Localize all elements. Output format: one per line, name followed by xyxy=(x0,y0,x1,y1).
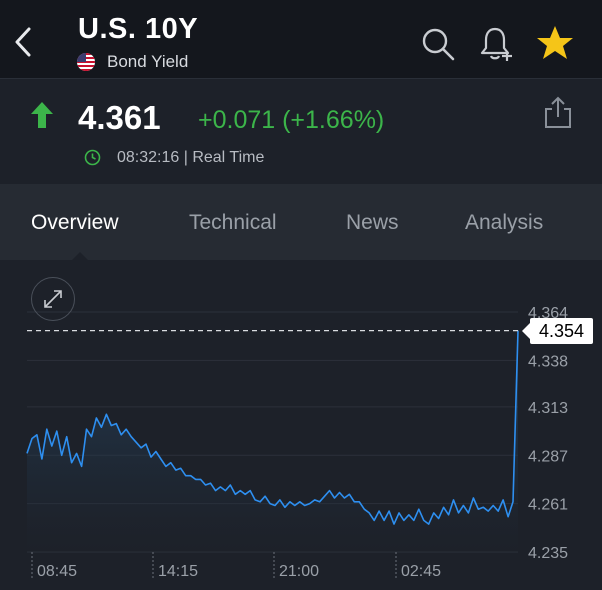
search-icon[interactable] xyxy=(420,26,456,62)
star-icon[interactable] xyxy=(535,24,575,62)
expand-chart-button[interactable] xyxy=(31,277,75,321)
last-value-label: 4.354 xyxy=(522,318,593,344)
clock-icon xyxy=(84,149,101,166)
series-line xyxy=(26,330,519,525)
y-tick-label: 4.364 xyxy=(528,305,568,322)
up-arrow-icon xyxy=(31,102,53,128)
tab-overview[interactable]: Overview xyxy=(31,211,119,234)
top-bar: U.S. 10Y Bond Yield xyxy=(0,0,602,78)
y-tick-label: 4.338 xyxy=(528,353,568,370)
expand-icon xyxy=(44,290,62,308)
tab-news[interactable]: News xyxy=(346,211,399,234)
price-chart: 4.364 4.338 4.313 4.287 4.261 4.235 08:45 14:15… xyxy=(0,260,602,590)
active-tab-indicator xyxy=(72,252,88,260)
share-icon[interactable] xyxy=(543,95,573,129)
y-tick-label: 4.287 xyxy=(528,448,568,465)
quote-timestamp: 08:32:16 | Real Time xyxy=(117,149,265,166)
tab-technical[interactable]: Technical xyxy=(189,211,277,234)
y-tick-label: 4.261 xyxy=(528,497,568,514)
instrument-title: U.S. 10Y xyxy=(78,13,199,45)
tab-analysis[interactable]: Analysis xyxy=(465,211,544,234)
series-area-fill xyxy=(27,330,518,552)
back-chevron-icon[interactable] xyxy=(10,24,38,60)
add-alert-bell-icon[interactable] xyxy=(478,24,514,62)
last-price: 4.361 xyxy=(78,99,161,136)
instrument-subtitle: Bond Yield xyxy=(107,52,189,71)
us-flag-icon xyxy=(77,53,95,71)
chart-svg: 4.364 4.338 4.313 4.287 4.261 4.235 08:45 14:15… xyxy=(26,305,568,580)
x-tick-label: 14:15 xyxy=(158,563,198,580)
y-tick-label: 4.235 xyxy=(528,545,568,562)
x-tick-label: 21:00 xyxy=(279,563,319,580)
tab-bar: Overview Technical News Analysis xyxy=(0,184,602,260)
x-tick-label: 02:45 xyxy=(401,563,441,580)
x-tick-label: 08:45 xyxy=(37,563,77,580)
y-tick-label: 4.313 xyxy=(528,400,568,417)
price-change: +0.071 (+1.66%) xyxy=(198,106,385,134)
quote-panel: 4.361 +0.071 (+1.66%) 08:32:16 | Real Ti… xyxy=(0,78,602,185)
